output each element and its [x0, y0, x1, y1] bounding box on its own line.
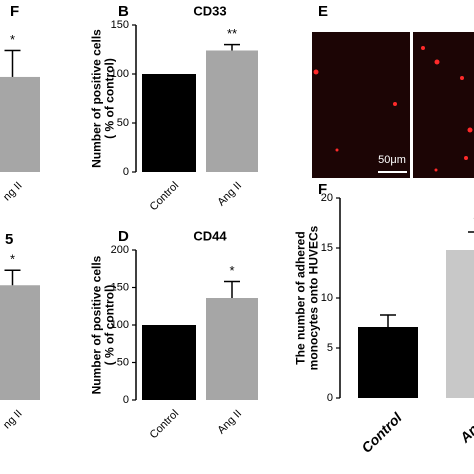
cell-dots [313, 46, 473, 172]
x-tick-label: ng II [1, 408, 25, 432]
y-tick-label: 0 [123, 166, 129, 178]
bar [142, 325, 196, 400]
y-axis-label: The number of adhered [294, 231, 308, 364]
x-tick-label: Ang II [215, 408, 244, 437]
x-tick-label: Ang I [456, 409, 474, 447]
scale-bar-label: 50μm [378, 154, 406, 166]
significance: ** [227, 26, 237, 41]
y-tick-label: 200 [111, 244, 129, 256]
y-axis-label: Number of positive cells [90, 255, 104, 394]
x-tick-label: Control [358, 409, 405, 456]
bar [0, 285, 40, 400]
x-tick-label: Control [148, 180, 182, 214]
y-tick-label: 0 [123, 394, 129, 406]
chart-title: F [10, 3, 19, 20]
y-tick-label: 100 [111, 68, 129, 80]
y-tick-label: 20 [321, 192, 333, 204]
chart-title: CD33 [193, 3, 226, 18]
y-tick-label: 5 [327, 342, 333, 354]
bar [446, 250, 474, 398]
x-tick-label: Ang II [215, 180, 244, 209]
x-tick-label: Control [148, 408, 182, 442]
bar [206, 298, 258, 400]
bar [206, 50, 258, 173]
chart-title: 5 [5, 231, 13, 248]
significance: * [10, 32, 15, 47]
panel-label: E [318, 3, 328, 20]
y-tick-label: 50 [117, 117, 129, 129]
bar [358, 327, 418, 398]
chart-title: CD44 [193, 228, 227, 243]
y-tick-label: 100 [111, 319, 129, 331]
y-tick-label: 15 [321, 242, 333, 254]
panel-label: F [318, 181, 327, 198]
significance: * [229, 263, 234, 278]
y-tick-label: 10 [321, 292, 333, 304]
y-tick-label: 150 [111, 281, 129, 293]
panel-label: D [118, 228, 129, 245]
y-axis-label: Number of positive cells [90, 29, 104, 168]
bar [0, 76, 40, 172]
y-tick-label: 0 [327, 392, 333, 404]
x-tick-label: ng II [1, 180, 25, 204]
micrograph-panel: 50μm E [312, 3, 474, 178]
panel-label: B [118, 3, 129, 20]
micrograph-ang [413, 32, 474, 178]
y-axis-label: ( % of control) [103, 285, 117, 366]
significance: * [10, 252, 15, 267]
y-tick-label: 150 [111, 19, 129, 31]
bar [142, 74, 196, 172]
y-axis-label: ( % of control) [103, 58, 117, 139]
y-tick-label: 50 [117, 356, 129, 368]
y-axis-label: monocytes onto HUVECs [307, 225, 321, 370]
